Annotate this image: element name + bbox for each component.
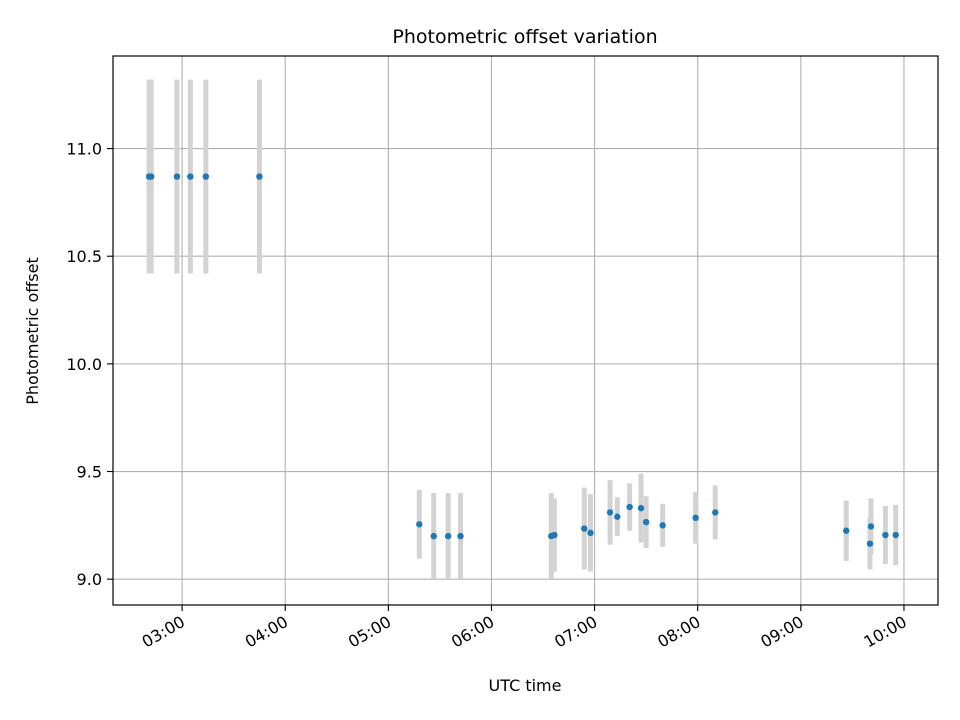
y-tick-label: 10.0 [66, 355, 102, 374]
data-point [187, 173, 194, 180]
x-tick-label: 03:00 [139, 612, 188, 652]
x-tick-label: 09:00 [757, 612, 806, 652]
x-axis-label: UTC time [489, 676, 562, 695]
data-point [659, 522, 666, 529]
x-tick-label: 10:00 [861, 612, 910, 652]
data-point [614, 513, 621, 520]
y-tick-label: 10.5 [66, 247, 102, 266]
data-point [444, 532, 452, 540]
x-tick-label: 04:00 [242, 612, 291, 652]
x-tick-label: 07:00 [551, 612, 600, 652]
data-point [692, 514, 699, 522]
data-points [145, 173, 899, 547]
y-tick-label: 11.0 [66, 140, 102, 159]
y-tick-label: 9.0 [77, 570, 102, 589]
y-axis-label: Photometric offset [23, 257, 42, 405]
data-point [581, 525, 588, 532]
data-point [642, 518, 650, 526]
data-point [866, 540, 874, 547]
x-tick-label: 05:00 [345, 612, 394, 652]
data-point [637, 504, 645, 512]
data-point [147, 173, 155, 180]
data-point [173, 173, 181, 180]
data-point [882, 531, 889, 539]
error-bars [146, 79, 899, 580]
x-tick-label: 08:00 [654, 612, 703, 652]
x-tick-label: 06:00 [448, 612, 497, 652]
data-point [587, 529, 594, 537]
data-point [626, 503, 633, 511]
data-point [416, 521, 423, 528]
data-point [606, 509, 614, 516]
plot-frame [112, 55, 939, 606]
x-axis: 03:00 04:00 05:00 06:00 07:00 08:00 09:00 10:00 [139, 605, 910, 652]
data-point [843, 527, 850, 534]
data-point [551, 531, 558, 539]
chart-title: Photometric offset variation [392, 26, 657, 48]
chart-grid [113, 56, 938, 605]
data-point [430, 532, 437, 540]
y-tick-label: 9.5 [77, 463, 102, 482]
data-point [256, 173, 263, 180]
data-point [457, 532, 464, 540]
data-point [867, 523, 875, 530]
y-axis: 9.0 9.5 10.0 10.5 11.0 [66, 140, 113, 589]
data-point [892, 531, 899, 539]
data-point [202, 173, 210, 180]
data-point [712, 509, 719, 516]
